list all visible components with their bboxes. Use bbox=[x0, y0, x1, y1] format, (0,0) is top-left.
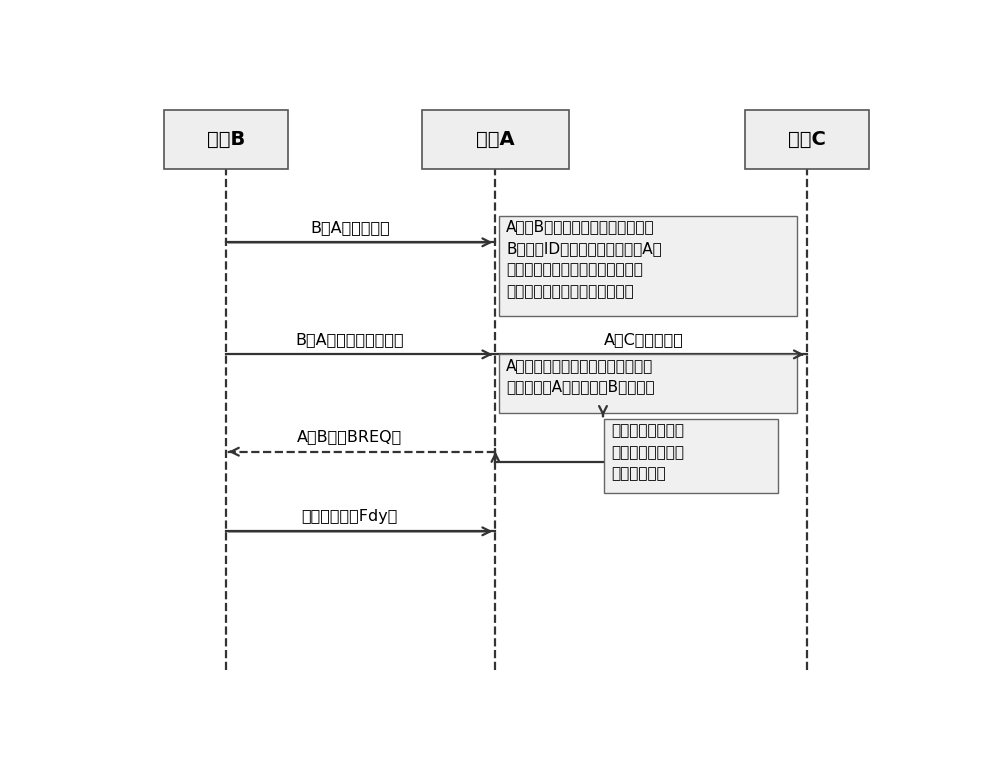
Bar bbox=[604, 419, 778, 493]
Text: A向B发送BREQ帧: A向B发送BREQ帧 bbox=[297, 429, 402, 444]
Text: B向A发送下一帧广播帧: B向A发送下一帧广播帧 bbox=[295, 332, 404, 347]
Text: A收到B的广播帧，解析广播帧得到
B的节点ID，广播周期等信息。A根
据广播周期计算得到广播帧周期门
限值，启动计时器，开始计时。: A收到B的广播帧，解析广播帧得到 B的节点ID，广播周期等信息。A根 据广播周期… bbox=[506, 219, 662, 299]
Text: A此时处于发送阶段，由于收发不能
同时进行，A会丢失来自B的广播帧: A此时处于发送阶段，由于收发不能 同时进行，A会丢失来自B的广播帧 bbox=[506, 358, 655, 394]
Bar bbox=[422, 110, 569, 169]
Bar bbox=[745, 110, 869, 169]
Text: 重传广播帧（Fdy）: 重传广播帧（Fdy） bbox=[302, 509, 398, 524]
Bar bbox=[499, 216, 797, 316]
Text: 节点B: 节点B bbox=[207, 129, 245, 149]
Text: B向A发送广播帧: B向A发送广播帧 bbox=[310, 220, 390, 234]
Text: 节点A: 节点A bbox=[476, 129, 515, 149]
Text: 节点C: 节点C bbox=[788, 129, 826, 149]
Text: 计时器的计时时间
到，仍然没有收到
下一帧广播帧: 计时器的计时时间 到，仍然没有收到 下一帧广播帧 bbox=[612, 424, 685, 482]
Text: A向C发送数据帧: A向C发送数据帧 bbox=[604, 332, 684, 347]
Bar bbox=[164, 110, 288, 169]
Bar bbox=[499, 355, 797, 414]
